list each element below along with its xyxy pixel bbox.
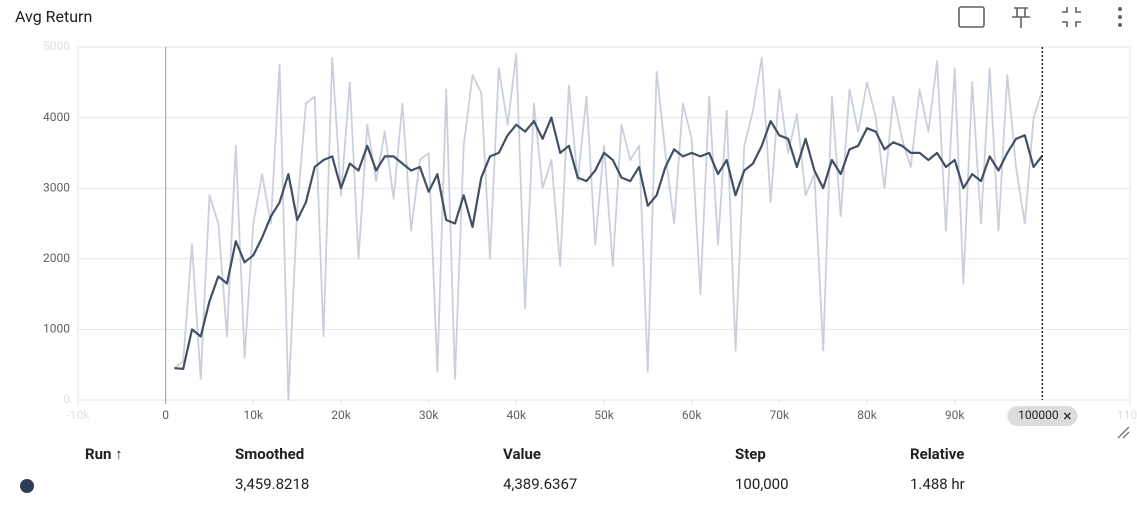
run-dot <box>20 479 34 493</box>
cursor-chip <box>1007 406 1078 426</box>
cell: 4,389.6367 <box>503 475 577 493</box>
column-header: Step <box>735 445 766 463</box>
y-tick-label: 4000 <box>43 110 70 124</box>
column-header: Smoothed <box>235 445 304 463</box>
chip-close[interactable] <box>1063 412 1071 420</box>
raw-line <box>173 53 1044 401</box>
x-tick-label: 60k <box>682 408 702 422</box>
menu-icon[interactable] <box>1118 7 1122 27</box>
y-tick-label: 3000 <box>43 180 70 194</box>
cursor-label: 100000 <box>1018 408 1059 422</box>
plot: 0 1000 2000 3000 4000 5000 -10k 0 10k 20k 30k 40k 50… <box>43 39 1137 426</box>
card-title: Avg Return <box>15 7 92 26</box>
y-tick-label: 1000 <box>43 322 70 336</box>
resize-handle[interactable] <box>1117 426 1130 439</box>
x-tick-label: 0 <box>162 408 169 422</box>
x-tick-label: 40k <box>507 408 527 422</box>
x-tick-label: 30k <box>419 408 439 422</box>
x-tick-label: 70k <box>770 408 790 422</box>
y-tick-label: 2000 <box>43 251 70 265</box>
x-tick-label: 50k <box>594 408 614 422</box>
column-header: Value <box>503 445 541 463</box>
fit-icon[interactable] <box>958 6 985 28</box>
x-tick-label: 90k <box>945 408 965 422</box>
smoothed-line <box>174 116 1044 370</box>
table: Run ↑ Smoothed Value Step Relative 3,459.8218… <box>85 445 965 493</box>
column-header: Run ↑ <box>85 445 123 463</box>
x-tick-label: -10k <box>67 408 91 422</box>
toolbar <box>958 6 1081 28</box>
x-tick-label: 110k <box>1117 408 1137 422</box>
cell: 3,459.8218 <box>235 475 309 493</box>
cell: 100,000 <box>735 475 789 493</box>
pin-icon[interactable] <box>1012 7 1030 28</box>
cell: 1.488 hr <box>910 475 965 493</box>
column-header: Relative <box>910 445 964 463</box>
collapse-icon[interactable] <box>1062 7 1081 27</box>
y-tick-label: 0 <box>63 392 70 406</box>
x-tick-label: 10k <box>244 408 264 422</box>
x-tick-label: 80k <box>857 408 877 422</box>
y-tick-label: 5000 <box>43 39 70 53</box>
x-tick-label: 20k <box>331 408 351 422</box>
